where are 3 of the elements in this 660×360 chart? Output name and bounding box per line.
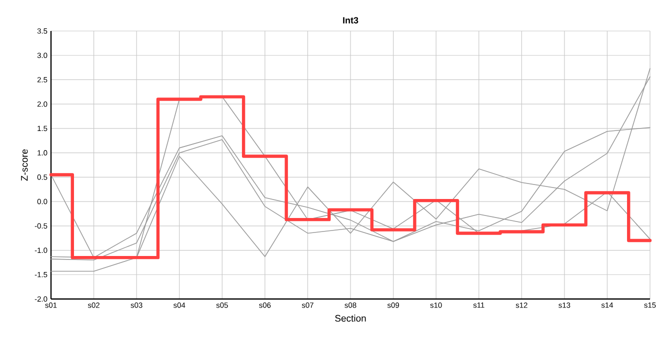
chart-title: Int3 (343, 17, 358, 24)
y-axis-title: Z-score (21, 149, 28, 181)
x-axis-title: Section (335, 314, 366, 322)
